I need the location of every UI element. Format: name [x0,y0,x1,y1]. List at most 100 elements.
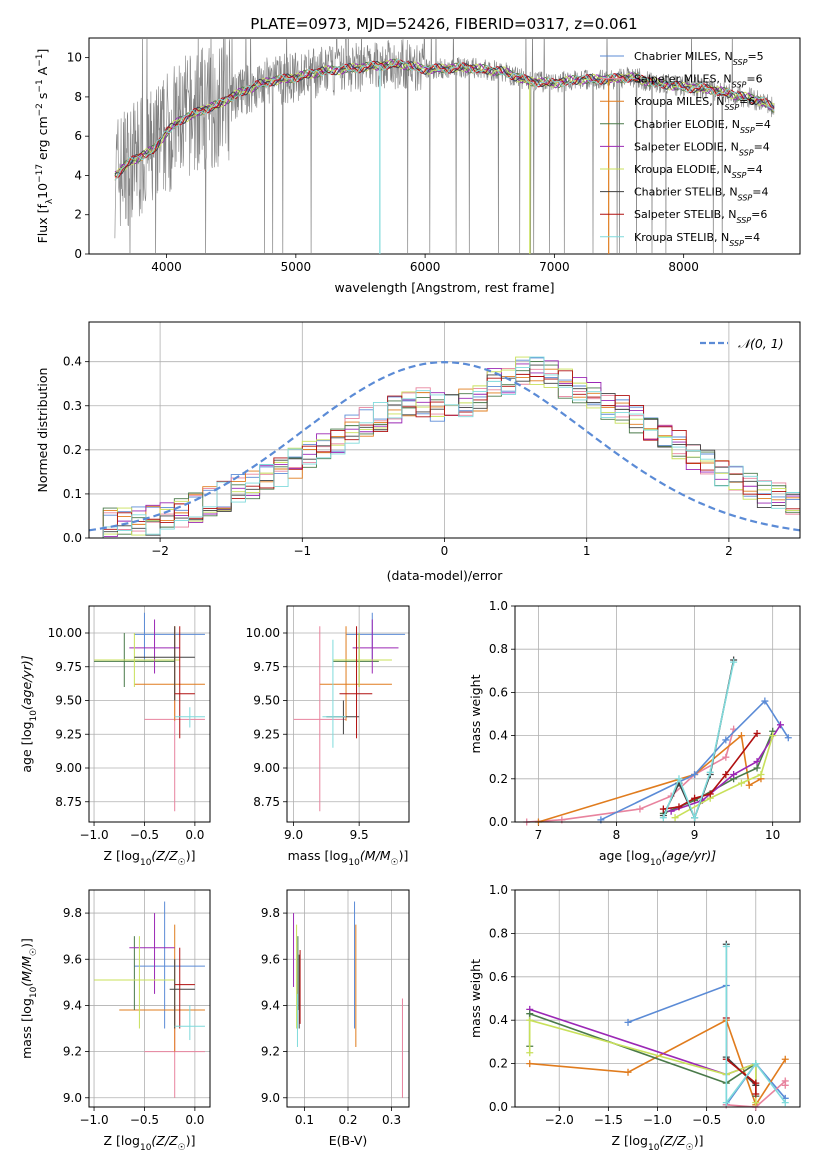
legend-name: Chabrier ELODIE, [634,118,732,131]
legend-entry: Chabrier MILES, NSSP=5 [634,50,764,67]
axes-frame [88,37,801,255]
label-part: 10 [650,858,662,868]
x-tick-label: −2 [151,544,169,558]
legend-name: Salpeter STELIB, [634,208,728,221]
y-tick-label: 0.6 [489,970,508,984]
x-tick-label: 9.0 [284,828,303,842]
label-part: 10 [29,710,39,722]
label-part: 10 [140,858,152,868]
legend-entry: Salpeter MILES, NSSP=6 [634,73,763,90]
label-part: ] [35,49,50,54]
x-axis-label: wavelength [Angstrom, rest frame] [334,280,554,295]
x-axis-label: Z [log10(Z/Z☉)] [612,1133,704,1153]
axes-frame [286,605,410,823]
y-tick-label: 9.4 [63,998,82,1012]
series-marker [671,814,679,822]
series-marker [753,729,761,737]
series-marker [745,781,753,789]
x-tick-label: 0.0 [746,1113,765,1127]
mass-vs-ebv-panel: 0.1 0.2 0.3 9.0 9.2 9.4 9.6 9.8 E(B-V) [261,889,410,1148]
legend-n-value: =4 [752,186,768,199]
legend-entry: Chabrier ELODIE, NSSP=4 [634,118,771,135]
normal-curve [89,360,800,532]
label-part: A [35,66,50,79]
x-axis-label: (data-model)/error [387,568,504,583]
series-marker [691,794,699,802]
y-tick-label: 0.0 [489,815,508,829]
legend-n-sub: SSP [724,103,739,112]
y-tick-label: 0.0 [489,1100,508,1114]
series-line [526,728,735,823]
y-tick-label: 8 [74,90,82,104]
axes-frame [514,605,801,823]
series-line [663,730,774,815]
histogram-plot-area [89,356,800,538]
y-tick-label: 9.2 [261,1045,280,1059]
legend-name: Chabrier STELIB, [634,186,729,199]
x-axis-label: Z [log10(Z/Z☉)] [104,1133,196,1153]
y-tick-label: 10.00 [48,626,82,640]
legend-n-value: =6 [751,208,767,221]
y-tick-label: 9.75 [55,660,82,674]
label-part: (Z/Z [151,848,178,863]
age-vs-metallicity-panel: −1.0 −0.5 0.0 8.75 9.00 9.25 9.50 9.75 10.00 Z [l… [19,605,211,868]
series-marker [624,1068,632,1076]
label-part: (M/M [19,956,34,987]
label-part: −1 [35,54,45,67]
series-marker [526,1060,534,1068]
legend: Chabrier MILES, NSSP=5 Salpeter MILES, NS… [600,50,771,247]
series-marker [526,1049,534,1057]
x-tick-label: −1 [293,544,311,558]
legend-n-sub: SSP [736,216,751,225]
label-part: 10 [648,1143,660,1153]
series-marker [781,1055,789,1063]
legend-n-prefix: N [728,208,736,221]
label-part: E(B-V) [329,1133,368,1148]
residual-histogram-panel: −2 −1 0 1 2 0.0 0.1 0.2 0.3 0.4 𝒩(0, 1) (data-model… [35,321,801,583]
model-spectrum-line [114,59,775,174]
legend-entry: Kroupa MILES, NSSP=6 [634,95,755,112]
series-marker [753,758,761,766]
y-tick-label: 4 [74,168,82,182]
histogram-step [89,356,800,538]
x-tick-label: 0.0 [185,828,204,842]
series-marker [667,807,675,815]
mass-weight-vs-metallicity-panel: −2.0 −1.5 −1.0 −0.5 0.0 0.0 0.2 0.4 0.6 0.8 1.0 Z [… [468,883,801,1153]
series-marker [722,753,730,761]
series-marker [691,770,699,778]
legend-n-value: =6 [739,95,755,108]
label-part: 10 [348,858,360,868]
label-part: age [log [599,848,650,863]
legend-n-value: =4 [754,140,770,153]
series-marker [752,1060,760,1068]
y-tick-label: 9.25 [253,727,280,741]
series-marker [730,658,738,666]
legend-n-value: =6 [746,73,762,86]
model-spectrum-line [114,58,775,181]
y-tick-label: 9.8 [63,906,82,920]
y-tick-label: 0 [74,247,82,261]
label-part: (Z/Z [659,1133,686,1148]
series-marker [722,736,730,744]
label-part: )] [19,938,34,948]
y-tick-label: 9.8 [261,906,280,920]
label-part: −1 [35,79,45,92]
legend-name: Salpeter ELODIE, [634,140,731,153]
y-tick-label: 0.2 [489,1057,508,1071]
y-tick-label: 9.00 [253,761,280,775]
label-part: (age/yr)] [661,848,716,863]
y-tick-label: 0.2 [489,772,508,786]
label-part: Z [log [104,848,140,863]
axes-frame [88,605,211,823]
y-tick-label: 9.50 [55,694,82,708]
x-tick-label: 1 [583,544,591,558]
series-marker [722,770,730,778]
model-spectrum-line [114,59,775,179]
label-part: Z [log [104,1133,140,1148]
x-tick-label: 0.3 [382,1113,401,1127]
series-marker [737,779,745,787]
label-part: )] [399,848,409,863]
age-vs-mass-panel: 9.0 9.5 8.75 9.00 9.25 9.50 9.75 10.00 mass [log… [246,605,410,868]
label-part: ☉ [29,948,39,956]
x-axis-label: Z [log10(Z/Z☉)] [104,848,196,868]
